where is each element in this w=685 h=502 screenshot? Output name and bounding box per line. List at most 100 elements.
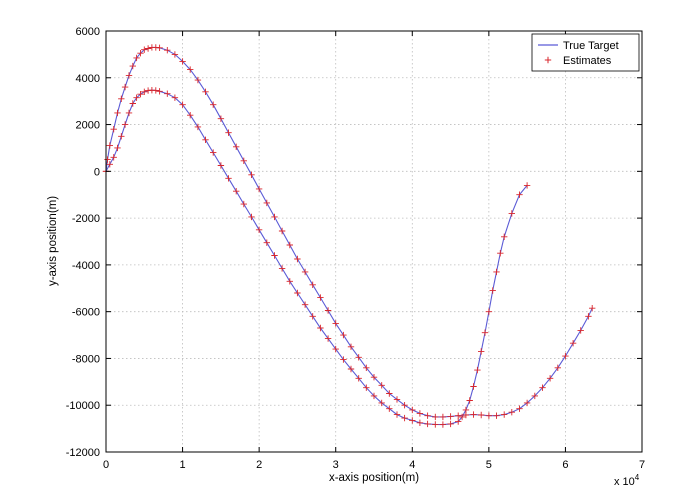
estimate-point-track-1 [455,412,462,419]
estimate-point-track-2 [523,182,531,189]
estimate-point-track-2 [355,375,362,382]
estimate-point-track-1 [129,62,136,70]
estimate-point-track-1 [562,352,569,360]
estimate-point-track-2 [217,162,225,169]
estimate-point-track-2 [164,90,171,97]
estimate-point-track-1 [531,392,538,400]
plot-area [102,44,596,428]
estimate-point-track-2 [278,265,286,272]
estimate-point-track-1 [286,241,293,249]
estimate-point-track-2 [121,121,129,128]
x-scale-multiplier: x 104 [614,473,640,488]
estimate-point-track-1 [447,413,454,420]
y-tick-label: 0 [94,166,100,178]
estimate-point-track-2 [424,420,431,428]
estimate-point-track-2 [455,418,462,425]
estimate-point-track-2 [386,405,393,412]
legend-marker-estimates [544,56,552,64]
estimate-point-track-2 [485,308,493,315]
estimate-point-track-1 [378,382,385,389]
estimate-point-track-1 [225,129,232,136]
estimate-point-track-2 [370,392,378,400]
estimate-point-track-2 [286,278,293,285]
estimate-point-track-1 [401,402,408,409]
estimate-point-track-1 [217,115,225,122]
x-tick-label: 7 [639,459,645,471]
estimate-point-track-2 [240,200,247,208]
estimate-point-track-2 [210,149,217,156]
estimate-point-track-1 [554,364,561,371]
legend-box [531,33,640,72]
estimate-point-track-1 [363,364,370,371]
x-tick-label: 0 [103,459,109,471]
estimate-point-track-1 [546,375,554,382]
y-tick-label: 6000 [76,26,100,38]
estimate-point-track-1 [485,412,493,419]
x-tick-label: 3 [333,459,339,471]
y-tick-label: -6000 [72,307,100,319]
y-tick-label: -2000 [72,213,100,225]
estimate-point-track-1 [539,384,546,391]
estimate-point-track-1 [589,305,596,312]
estimate-point-track-1 [386,390,393,397]
y-axis-label: y-axis position(m) [47,196,59,286]
estimate-point-track-1 [439,413,447,421]
estimate-point-track-2 [393,411,401,418]
legend-plus-marker [544,56,552,64]
estimate-point-track-1 [179,58,186,65]
x-tick-label: 6 [562,459,568,471]
estimate-point-track-1 [340,331,347,339]
estimate-point-track-2 [363,384,370,391]
estimate-point-track-2 [194,123,202,131]
estimate-point-track-2 [233,188,240,195]
estimate-point-track-2 [340,356,347,363]
estimate-point-track-1 [141,46,148,53]
estimate-point-track-1 [106,142,113,149]
estimate-point-track-1 [309,281,316,288]
estimate-point-track-2 [202,136,209,143]
estimate-point-track-2 [462,406,470,414]
ticks: 0 1 2 3 4 5 6 7 6000 4000 2000 0 -2000 -4000 -6000 -800… [66,26,645,471]
estimate-point-track-1 [263,199,270,207]
estimate-point-track-2 [317,324,324,332]
estimate-point-track-1 [248,171,255,178]
estimate-point-track-1 [478,411,485,419]
estimate-point-track-1 [416,410,424,417]
estimate-point-track-2 [187,112,194,119]
legend: True Target Estimates [531,33,640,72]
estimate-point-track-2 [378,399,385,407]
estimate-point-track-2 [271,252,278,259]
estimate-point-track-2 [294,289,301,297]
estimate-point-track-2 [263,239,270,246]
estimate-point-track-1 [569,340,577,347]
estimate-point-track-1 [114,109,121,117]
estimate-point-track-1 [164,47,171,54]
estimate-point-track-1 [332,320,339,327]
estimate-point-track-1 [210,101,217,108]
estimate-point-track-2 [489,287,496,294]
estimate-point-track-1 [240,157,247,164]
estimate-point-track-1 [294,255,301,263]
estimate-point-track-2 [309,313,316,320]
estimate-point-track-2 [114,144,121,152]
y-tick-label: 4000 [76,73,100,85]
x-tick-label: 4 [409,459,415,471]
estimate-point-track-1 [585,313,592,320]
axes-frame [105,30,643,453]
legend-label-true-target: True Target [563,40,619,52]
estimate-point-track-2 [152,87,159,94]
estimate-point-track-1 [104,156,111,163]
estimate-point-track-1 [202,88,209,95]
estimate-point-track-1 [118,95,125,102]
x-tick-label: 2 [256,459,262,471]
estimate-point-track-1 [347,343,355,350]
estimate-point-track-1 [156,44,163,51]
estimate-point-track-2 [432,421,439,428]
estimate-point-track-1 [516,405,523,412]
estimate-point-track-1 [301,268,309,276]
estimate-point-track-2 [301,301,309,308]
estimate-point-track-1 [493,412,500,419]
estimate-point-track-2 [225,175,232,182]
estimate-point-track-2 [474,366,481,374]
estimate-point-track-1 [370,374,378,381]
